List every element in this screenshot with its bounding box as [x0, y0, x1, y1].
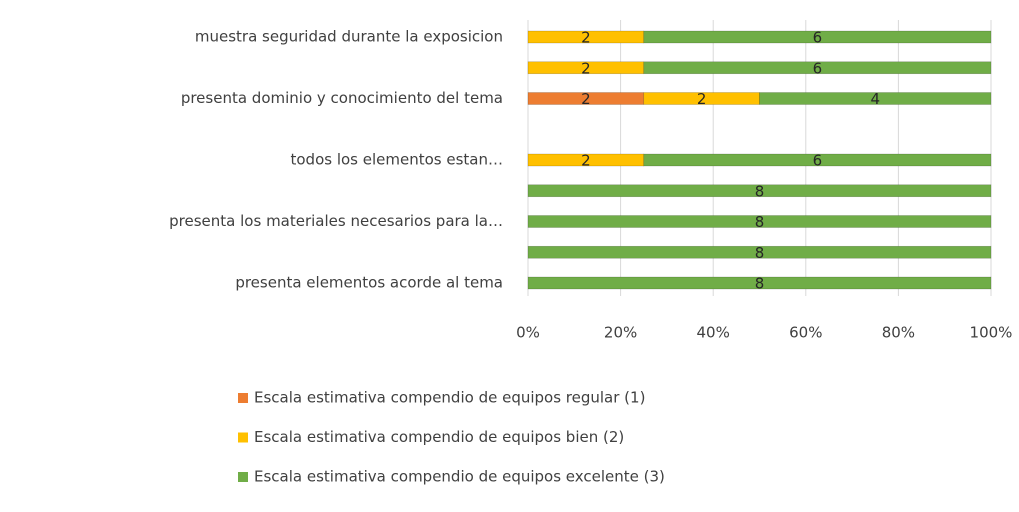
legend-swatch [238, 472, 248, 482]
bar-segment [527, 245, 992, 259]
y-tick-label: presenta los materiales necesarios para … [169, 212, 503, 230]
x-tick-label: 0% [516, 324, 540, 342]
data-label: 8 [755, 213, 765, 231]
x-tick-label: 60% [789, 324, 822, 342]
legend-swatch [238, 393, 248, 403]
data-label: 2 [581, 59, 591, 77]
data-label: 6 [813, 29, 823, 47]
legend-label: Escala estimativa compendio de equipos b… [254, 428, 624, 446]
data-label: 8 [755, 275, 765, 293]
legend-swatch [238, 432, 248, 443]
bar-segment [527, 215, 992, 228]
bar-segment [527, 184, 992, 198]
legend-label: Escala estimativa compendio de equipos r… [254, 389, 645, 407]
bar-segment [643, 61, 992, 75]
data-label: 8 [755, 182, 765, 200]
data-label: 2 [581, 90, 591, 108]
bar-segment [643, 30, 992, 44]
x-tick-label: 20% [604, 324, 637, 342]
y-tick-label: presenta elementos acorde al tema [235, 274, 503, 292]
y-tick-label: todos los elementos estan… [290, 151, 503, 169]
x-tick-label: 80% [882, 324, 915, 342]
data-label: 6 [813, 152, 823, 170]
x-tick-label: 100% [970, 324, 1013, 342]
data-label: 4 [870, 90, 880, 108]
data-label: 2 [581, 29, 591, 47]
data-label: 6 [813, 59, 823, 77]
y-tick-label: muestra seguridad durante la exposicion [195, 28, 503, 46]
y-tick-label: presenta dominio y conocimiento del tema [181, 89, 503, 107]
data-label: 2 [581, 152, 591, 170]
legend-label: Escala estimativa compendio de equipos e… [254, 468, 665, 486]
bar-segment [643, 153, 992, 167]
bar-segment [759, 92, 992, 105]
data-label: 2 [697, 90, 707, 108]
data-label: 8 [755, 244, 765, 262]
x-tick-label: 40% [697, 324, 730, 342]
bar-segment [527, 276, 992, 290]
